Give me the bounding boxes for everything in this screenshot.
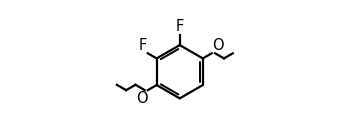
Text: O: O — [136, 91, 148, 106]
Text: F: F — [176, 19, 184, 34]
Text: F: F — [139, 38, 147, 53]
Text: O: O — [212, 38, 224, 53]
